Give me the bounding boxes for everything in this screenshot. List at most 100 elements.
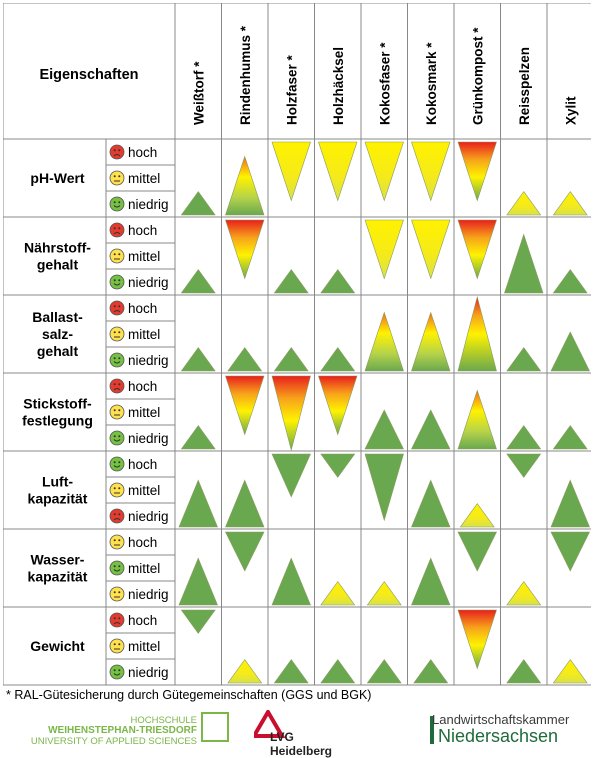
- logo-line-2: WEIHENSTEPHAN-TRIESDORF: [48, 725, 197, 736]
- sad-face-icon: [109, 144, 125, 160]
- property-name-2: gehalt: [37, 257, 79, 273]
- footnote: * RAL-Gütesicherung durch Gütegemeinscha…: [6, 688, 372, 702]
- sad-face-icon: [109, 222, 125, 238]
- triangle-up-1-9: [552, 191, 588, 216]
- triangle-up-7-9: [552, 659, 588, 684]
- happy-face-icon: [109, 456, 125, 472]
- level-label: niedrig: [128, 275, 169, 290]
- triangle-up-1-8: [506, 191, 542, 216]
- neutral-face-icon: [109, 326, 125, 342]
- material-header-4: Holzhäcksel: [331, 47, 346, 125]
- level-label: mittel: [128, 327, 160, 342]
- triangle-up-4-9: [552, 425, 588, 450]
- neutral-face-icon: [109, 170, 125, 186]
- properties-header: Eigenschaften: [39, 67, 138, 83]
- triangle-up-5-6: [411, 479, 451, 528]
- triangle-up-7-2: [227, 659, 263, 684]
- triangle-up-5-9: [550, 479, 590, 528]
- material-header-1: Weißtorf *: [191, 61, 206, 125]
- triangle-up-3-5: [364, 311, 404, 372]
- neutral-face-icon: [109, 482, 125, 498]
- triangle-up-7-6: [413, 659, 449, 684]
- lwk-mark-icon: [430, 716, 434, 744]
- sad-face-icon: [109, 612, 125, 628]
- triangle-down-5-3: [271, 453, 311, 498]
- logo-line-1: HOCHSCHULE: [130, 715, 197, 726]
- level-label: hoch: [128, 145, 157, 160]
- triangle-up-3-7: [457, 295, 497, 372]
- happy-face-icon: [109, 196, 125, 212]
- level-label: hoch: [128, 535, 157, 550]
- property-name-4: Stickstoff-: [23, 396, 92, 412]
- level-label: hoch: [128, 301, 157, 316]
- level-label: niedrig: [128, 665, 169, 680]
- triangle-up-2-3: [273, 269, 309, 294]
- triangle-up-4-7: [457, 389, 497, 450]
- triangle-down-5-4: [320, 453, 356, 478]
- material-header-3: Holzfaser *: [284, 54, 299, 125]
- level-label: mittel: [128, 561, 160, 576]
- triangle-down-6-7: [457, 531, 497, 572]
- triangle-up-5-1: [178, 479, 218, 528]
- level-label: niedrig: [128, 197, 169, 212]
- triangle-up-7-3: [273, 659, 309, 684]
- property-name-6: kapazität: [28, 569, 88, 585]
- triangle-down-7-1: [180, 609, 216, 634]
- hochschule-logo: HOCHSCHULE WEIHENSTEPHAN-TRIESDORF UNIVE…: [5, 712, 230, 747]
- triangle-up-6-3: [271, 557, 311, 606]
- logo-line-3: UNIVERSITY OF APPLIED SCIENCES: [30, 736, 197, 747]
- triangle-up-3-3: [273, 347, 309, 372]
- triangle-down-6-9: [550, 531, 590, 572]
- triangle-up-5-7: [459, 503, 495, 528]
- triangle-up-3-8: [506, 347, 542, 372]
- triangle-down-4-2: [225, 375, 265, 436]
- level-label: hoch: [128, 379, 157, 394]
- property-name-6: Wasser-: [31, 552, 85, 568]
- triangle-up-3-4: [320, 347, 356, 372]
- material-header-6: Kokosmark *: [424, 42, 439, 125]
- property-name-3: salz-: [42, 326, 73, 342]
- level-label: mittel: [128, 639, 160, 654]
- level-label: hoch: [128, 613, 157, 628]
- triangle-down-2-5: [364, 219, 404, 280]
- property-name-1: pH-Wert: [30, 170, 85, 186]
- triangle-down-4-3: [271, 375, 311, 452]
- level-label: mittel: [128, 483, 160, 498]
- property-name-3: Ballast-: [32, 309, 83, 325]
- level-label: hoch: [128, 223, 157, 238]
- triangle-up-6-8: [506, 581, 542, 606]
- sad-face-icon: [109, 378, 125, 394]
- level-label: niedrig: [128, 431, 169, 446]
- properties-table: Eigenschaften Weißtorf * Rindenhumus * Holz…: [3, 3, 591, 686]
- triangle-up-3-6: [411, 311, 451, 372]
- triangle-down-2-7: [457, 219, 497, 280]
- triangle-down-7-7: [457, 609, 497, 670]
- happy-face-icon: [109, 430, 125, 446]
- triangle-up-3-1: [180, 347, 216, 372]
- triangle-up-7-4: [320, 659, 356, 684]
- triangle-down-2-2: [225, 219, 265, 280]
- triangle-up-3-2: [227, 347, 263, 372]
- lwk-logo: Landwirtschaftskammer Niedersachsen: [418, 712, 590, 746]
- triangle-up-7-5: [366, 659, 402, 684]
- triangle-up-6-5: [366, 581, 402, 606]
- triangle-up-2-9: [552, 269, 588, 294]
- sad-face-icon: [109, 508, 125, 524]
- level-label: mittel: [128, 171, 160, 186]
- lvg-text: LVG Heidelberg: [270, 730, 333, 758]
- triangle-up-5-2: [225, 479, 265, 528]
- neutral-face-icon: [109, 586, 125, 602]
- triangle-up-2-4: [320, 269, 356, 294]
- neutral-face-icon: [109, 638, 125, 654]
- material-header-9: Xylit: [563, 96, 578, 125]
- material-header-5: Kokosfaser *: [377, 42, 392, 125]
- happy-face-icon: [109, 664, 125, 680]
- level-label: mittel: [128, 249, 160, 264]
- triangle-up-7-8: [506, 659, 542, 684]
- neutral-face-icon: [109, 404, 125, 420]
- property-name-3: gehalt: [37, 343, 79, 359]
- material-header-8: Reisspelzen: [517, 47, 532, 125]
- triangle-down-1-6: [411, 141, 451, 202]
- triangle-down-1-7: [457, 141, 497, 202]
- happy-face-icon: [109, 560, 125, 576]
